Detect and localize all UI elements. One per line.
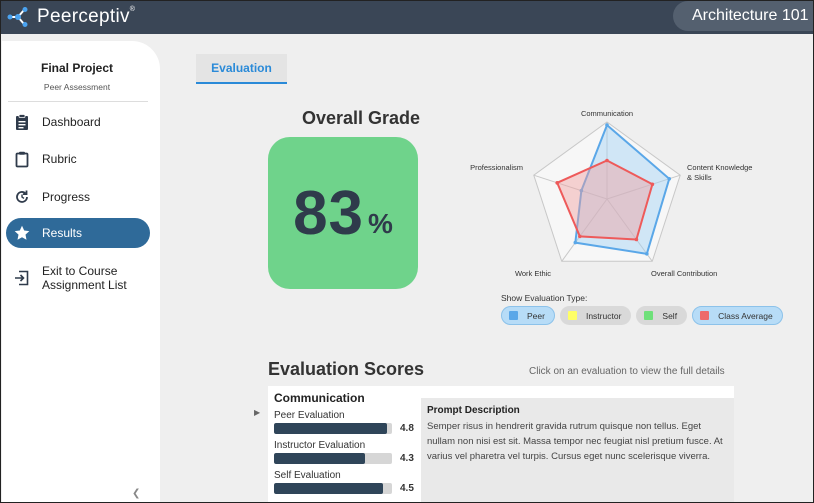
exit-icon xyxy=(12,268,32,288)
top-bar: Peerceptiv® Architecture 101 xyxy=(1,1,813,34)
clipboard-outline-icon xyxy=(12,149,32,169)
collapse-sidebar-icon[interactable]: ❮ xyxy=(132,488,141,499)
radar-spoke xyxy=(606,198,653,262)
tab-evaluation[interactable]: Evaluation xyxy=(196,54,287,84)
sidebar-item-results[interactable]: Results xyxy=(6,218,150,248)
radar-point xyxy=(634,237,639,242)
overall-grade-card: 83 % xyxy=(268,137,418,289)
radar-axis-label: Work Ethic xyxy=(515,269,551,278)
overall-grade-value: 83 xyxy=(293,178,365,248)
course-name[interactable]: Architecture 101 xyxy=(673,1,813,31)
criterion-title: Communication xyxy=(274,391,365,405)
sidebar-item-label: Dashboard xyxy=(42,115,101,129)
evaluation-type-label: Show Evaluation Type: xyxy=(501,293,588,303)
bar-value: 4.3 xyxy=(400,453,414,464)
bar-label: Instructor Evaluation xyxy=(274,440,366,451)
evaluation-scores-panel[interactable]: Communication Peer Evaluation 4.8 Instru… xyxy=(268,386,734,502)
radar-axis-label: Professionalism xyxy=(470,163,523,172)
main-content: Evaluation Overall Grade 83 % Communicat… xyxy=(161,34,813,502)
filter-instructor[interactable]: Instructor xyxy=(559,306,632,325)
refresh-icon xyxy=(12,187,32,207)
bar-fill xyxy=(274,453,365,464)
radar-axis-label: Communication xyxy=(581,109,633,118)
radar-point xyxy=(645,252,649,256)
sidebar-item-label: Progress xyxy=(42,190,91,204)
radar-chart: Communication Content Knowledge & Skills Ov… xyxy=(470,109,752,278)
radar-spoke xyxy=(561,198,608,262)
overall-grade-unit: % xyxy=(368,208,393,239)
radar-point xyxy=(667,176,672,181)
sidebar-item-label: Results xyxy=(42,226,83,240)
peerceptiv-logo-icon xyxy=(7,7,28,27)
score-bar-instructor[interactable]: Instructor Evaluation 4.3 xyxy=(274,440,424,464)
sidebar-item-progress[interactable]: Progress xyxy=(6,182,150,212)
sidebar-item-dashboard[interactable]: Dashboard xyxy=(6,107,150,137)
radar-point xyxy=(605,158,609,163)
radar-axis-label: Overall Contribution xyxy=(651,269,717,278)
prompt-text: Semper risus in hendrerit gravida rutrum… xyxy=(427,421,723,462)
bar-label: Peer Evaluation xyxy=(274,410,345,421)
bar-track xyxy=(274,423,392,434)
radar-point xyxy=(555,181,560,185)
score-bar-peer[interactable]: Peer Evaluation 4.8 xyxy=(274,410,424,434)
evaluation-scores-hint: Click on an evaluation to view the full … xyxy=(529,366,725,377)
bar-fill xyxy=(274,483,383,494)
instructor-swatch xyxy=(567,311,577,320)
self-swatch xyxy=(644,311,654,320)
assignment-title: Final Project xyxy=(40,61,114,75)
star-icon xyxy=(12,223,32,243)
radar-point xyxy=(650,182,655,187)
expand-arrow-icon[interactable]: ▶ xyxy=(254,408,261,417)
clipboard-icon xyxy=(12,112,32,132)
radar-series-class-average xyxy=(555,159,654,241)
bar-fill xyxy=(274,423,388,434)
radar-point xyxy=(605,123,609,127)
evaluation-scores-title: Evaluation Scores xyxy=(268,359,425,379)
filter-peer[interactable]: Peer xyxy=(501,306,555,325)
filter-self[interactable]: Self xyxy=(636,306,688,325)
evaluation-type-filters: Peer Instructor Self Class Average xyxy=(501,306,783,325)
peer-swatch xyxy=(509,311,518,320)
bar-label: Self Evaluation xyxy=(274,470,341,481)
class-average-swatch xyxy=(700,311,710,320)
sidebar-item-label: Rubric xyxy=(42,152,77,166)
sidebar-item-exit[interactable]: Exit to Course Assignment List xyxy=(6,260,150,296)
score-bar-self[interactable]: Self Evaluation 4.5 xyxy=(274,470,424,494)
bar-value: 4.8 xyxy=(400,423,414,434)
prompt-description-box: Prompt Description Semper risus in hendr… xyxy=(421,398,734,502)
sidebar-item-label: Exit to Course Assignment List xyxy=(42,264,127,292)
radar-spoke xyxy=(533,174,608,200)
radar-axis-label: Content Knowledge & Skills xyxy=(687,163,752,182)
app-name: Peerceptiv® xyxy=(37,6,136,27)
assignment-subtitle: Peer Assessment xyxy=(43,82,111,92)
bar-value: 4.5 xyxy=(400,483,414,494)
sidebar-item-rubric[interactable]: Rubric xyxy=(6,144,150,174)
radar-series-peer xyxy=(574,123,671,255)
filter-class-average[interactable]: Class Average xyxy=(692,306,783,325)
logo[interactable]: Peerceptiv® xyxy=(7,4,135,30)
divider xyxy=(8,101,148,102)
sidebar: Final Project Peer Assessment Dashboard … xyxy=(2,41,160,502)
bar-track xyxy=(274,453,392,464)
overall-grade-title: Overall Grade xyxy=(301,108,421,128)
prompt-title: Prompt Description xyxy=(427,405,520,416)
bar-track xyxy=(274,483,392,494)
radar-point xyxy=(579,188,584,193)
radar-point xyxy=(578,234,582,239)
radar-point xyxy=(573,240,578,245)
